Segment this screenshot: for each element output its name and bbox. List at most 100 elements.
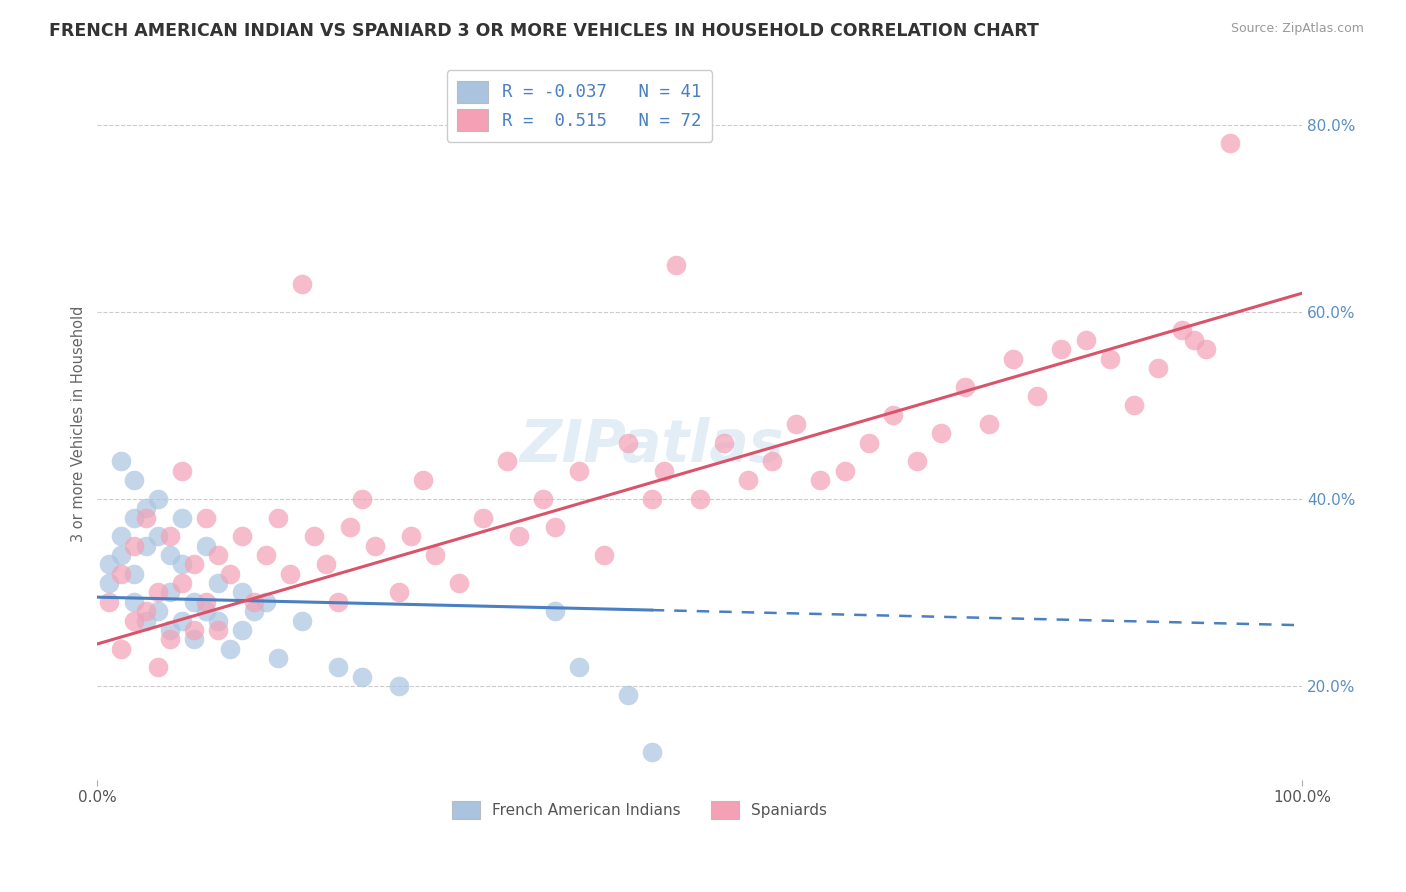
Point <box>146 604 169 618</box>
Point <box>231 529 253 543</box>
Point <box>472 510 495 524</box>
Point <box>207 548 229 562</box>
Point <box>278 566 301 581</box>
Point <box>592 548 614 562</box>
Point <box>194 595 217 609</box>
Point <box>544 520 567 534</box>
Point <box>135 510 157 524</box>
Point <box>508 529 530 543</box>
Point <box>135 604 157 618</box>
Point <box>1219 136 1241 151</box>
Point <box>98 576 121 591</box>
Point <box>122 566 145 581</box>
Point <box>785 417 807 431</box>
Point <box>388 585 411 599</box>
Point <box>1074 333 1097 347</box>
Point <box>447 576 470 591</box>
Point <box>1098 351 1121 366</box>
Point <box>352 491 374 506</box>
Point <box>159 632 181 647</box>
Point <box>135 614 157 628</box>
Point <box>315 558 337 572</box>
Point <box>689 491 711 506</box>
Point <box>1182 333 1205 347</box>
Legend: French American Indians, Spaniards: French American Indians, Spaniards <box>446 795 834 825</box>
Point <box>122 510 145 524</box>
Point <box>183 623 205 637</box>
Point <box>761 454 783 468</box>
Point <box>170 614 193 628</box>
Point <box>207 614 229 628</box>
Point <box>207 623 229 637</box>
Point <box>146 491 169 506</box>
Point <box>616 689 638 703</box>
Point <box>953 379 976 393</box>
Point <box>267 651 290 665</box>
Point <box>110 529 132 543</box>
Point <box>665 258 688 272</box>
Point <box>531 491 554 506</box>
Point <box>122 614 145 628</box>
Point <box>254 548 277 562</box>
Point <box>183 632 205 647</box>
Point <box>194 539 217 553</box>
Point <box>135 539 157 553</box>
Point <box>254 595 277 609</box>
Point <box>882 408 904 422</box>
Point <box>388 679 411 693</box>
Point <box>170 576 193 591</box>
Text: FRENCH AMERICAN INDIAN VS SPANIARD 3 OR MORE VEHICLES IN HOUSEHOLD CORRELATION C: FRENCH AMERICAN INDIAN VS SPANIARD 3 OR … <box>49 22 1039 40</box>
Point <box>652 464 675 478</box>
Point <box>399 529 422 543</box>
Point <box>641 745 664 759</box>
Point <box>146 585 169 599</box>
Point <box>219 641 242 656</box>
Point <box>1195 342 1218 356</box>
Point <box>219 566 242 581</box>
Point <box>194 510 217 524</box>
Point <box>544 604 567 618</box>
Point <box>98 558 121 572</box>
Point <box>1026 389 1049 403</box>
Point <box>1122 398 1144 412</box>
Text: Source: ZipAtlas.com: Source: ZipAtlas.com <box>1230 22 1364 36</box>
Point <box>1002 351 1025 366</box>
Point <box>568 660 591 674</box>
Point <box>159 529 181 543</box>
Point <box>135 501 157 516</box>
Point <box>496 454 519 468</box>
Point <box>1171 324 1194 338</box>
Point <box>858 435 880 450</box>
Point <box>110 454 132 468</box>
Point <box>328 660 350 674</box>
Point <box>170 510 193 524</box>
Point <box>737 473 759 487</box>
Point <box>110 641 132 656</box>
Point <box>979 417 1001 431</box>
Point <box>110 566 132 581</box>
Point <box>243 595 266 609</box>
Point <box>122 539 145 553</box>
Point <box>231 585 253 599</box>
Point <box>122 473 145 487</box>
Point <box>929 426 952 441</box>
Point <box>170 558 193 572</box>
Point <box>616 435 638 450</box>
Point <box>834 464 856 478</box>
Point <box>183 595 205 609</box>
Point <box>231 623 253 637</box>
Point <box>146 529 169 543</box>
Point <box>122 595 145 609</box>
Point <box>291 277 314 291</box>
Point <box>159 623 181 637</box>
Point <box>291 614 314 628</box>
Point <box>363 539 385 553</box>
Point <box>170 464 193 478</box>
Point <box>713 435 735 450</box>
Point <box>328 595 350 609</box>
Point <box>159 585 181 599</box>
Point <box>183 558 205 572</box>
Point <box>352 670 374 684</box>
Point <box>304 529 326 543</box>
Point <box>641 491 664 506</box>
